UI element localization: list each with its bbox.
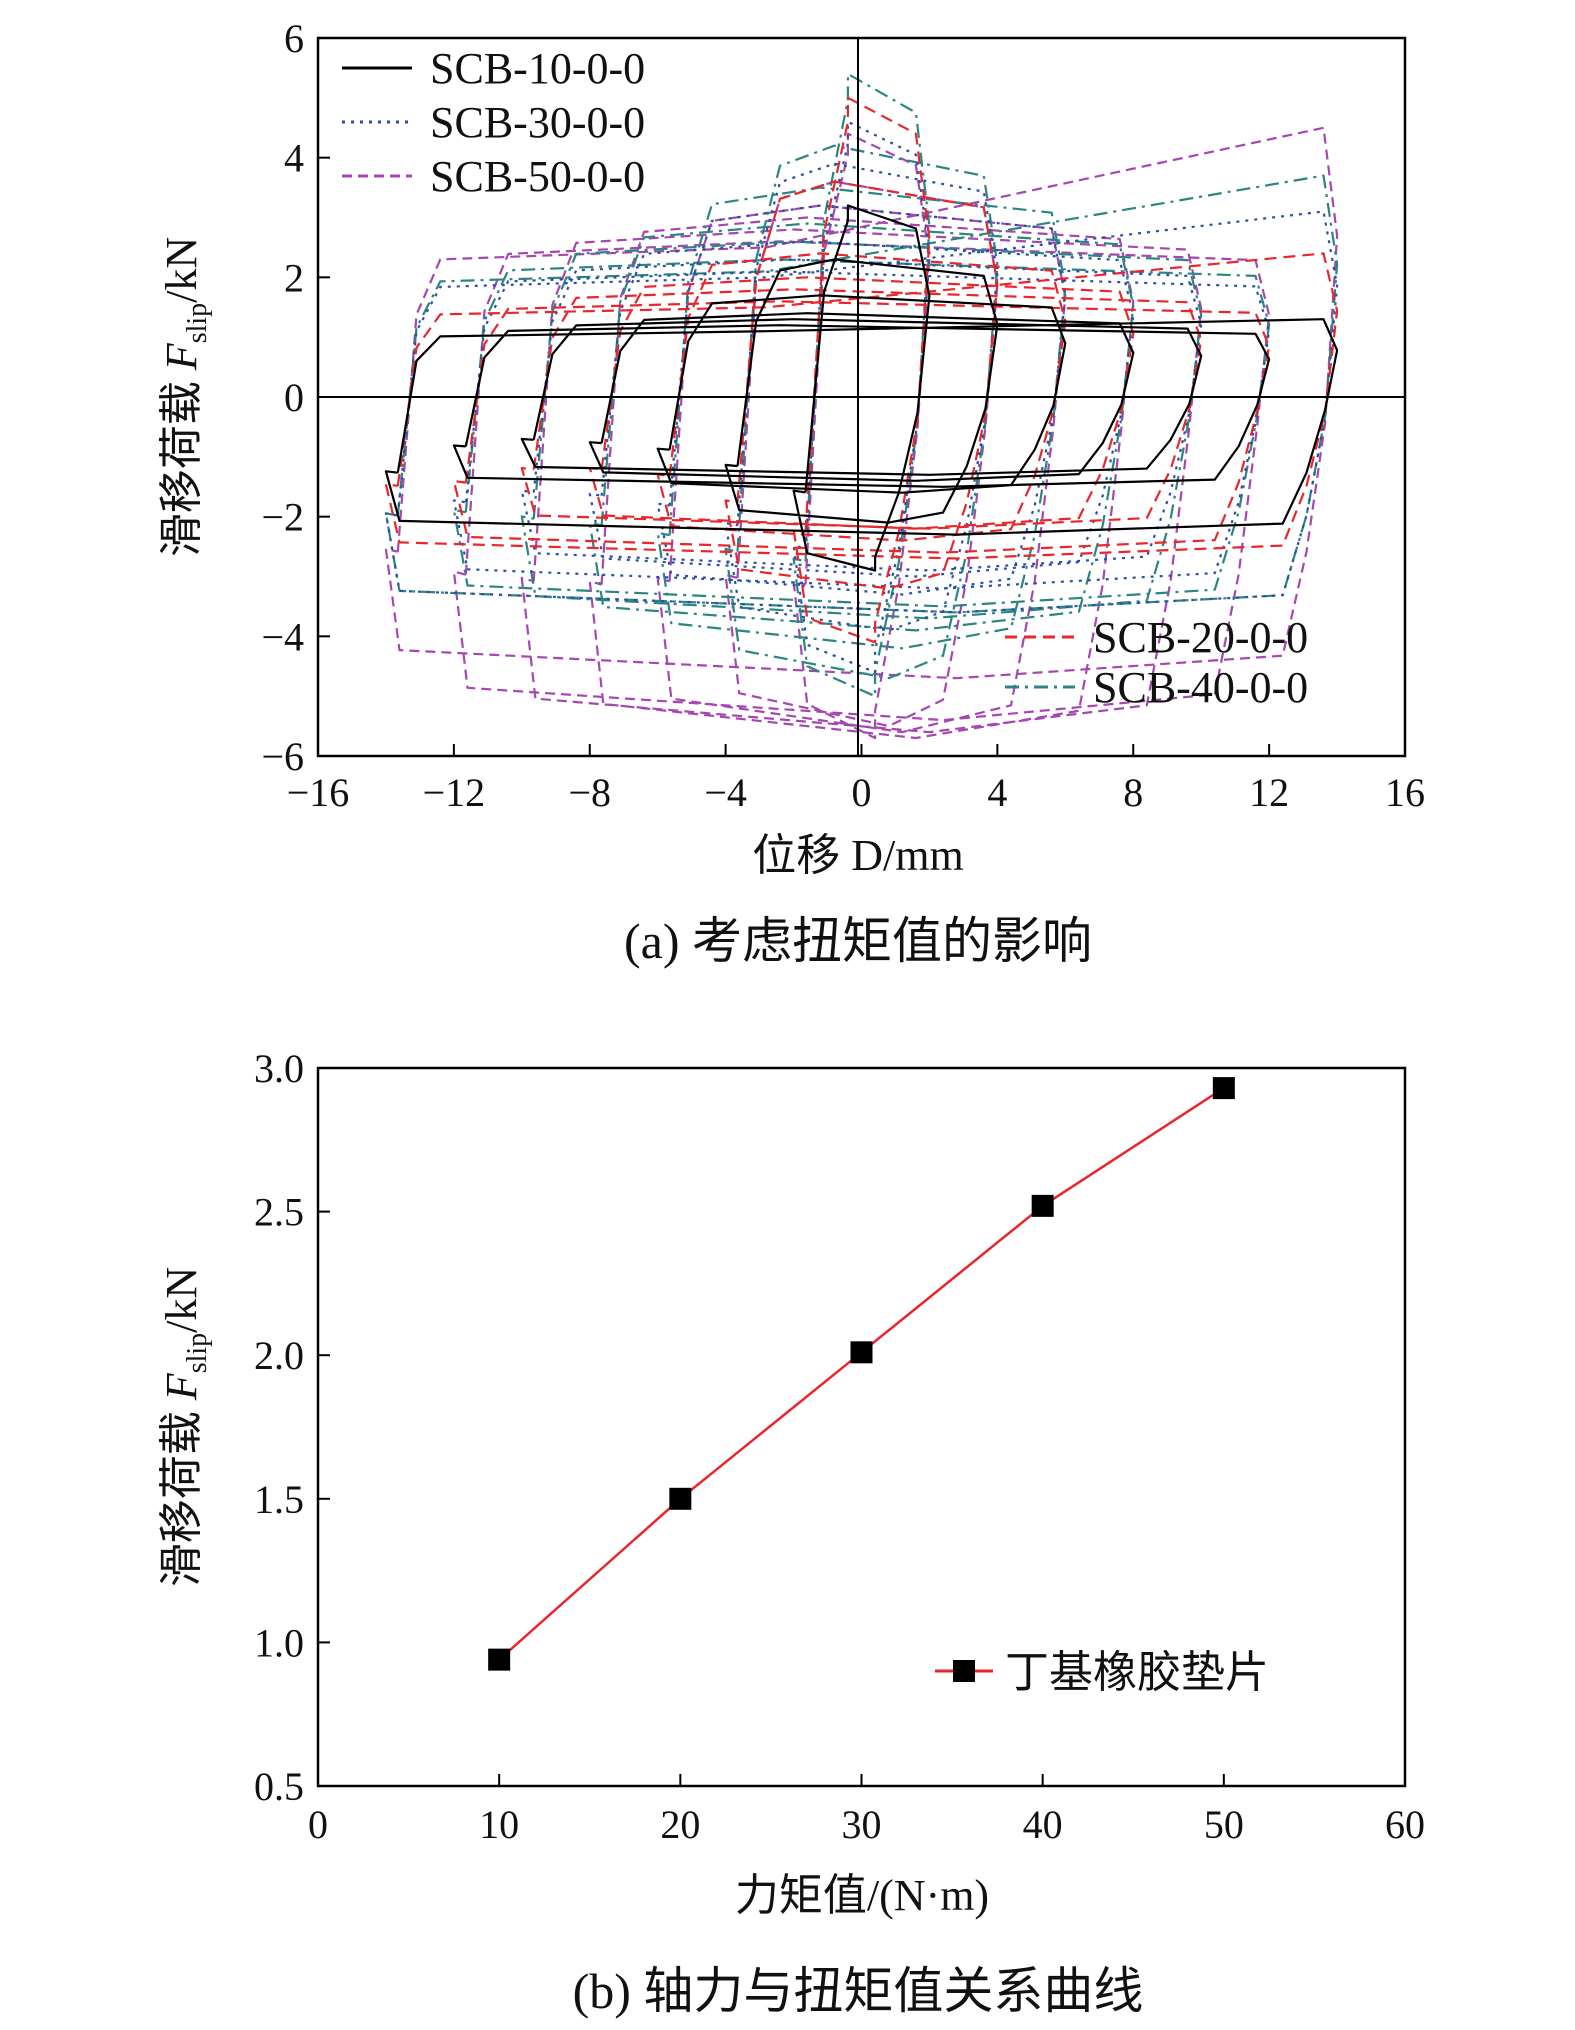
x-axis-ticks-b: 0 10 20 30 40 50 60 [308,1774,1425,1847]
x-tick-label-b: 50 [1204,1802,1244,1847]
legend-label-b: 丁基橡胶垫片 [1005,1648,1269,1697]
y-tick-label-b: 0.5 [254,1764,304,1809]
x-tick-label-a: 12 [1249,770,1289,815]
x-tick-label-a: 16 [1385,770,1425,815]
legend-label-scb-50: SCB-50-0-0 [430,152,645,201]
x-tick-label-b: 10 [479,1802,519,1847]
x-axis-label-b: 力矩值/(N·m) [735,1871,989,1920]
hysteresis-curves [384,72,1339,740]
x-axis-label-a: 位移 D/mm [752,831,963,880]
y-axis-label-a: 滑移荷载 Fslip/kN [157,237,213,557]
y-axis-label-b: 滑移荷载 Fslip/kN [157,1267,213,1587]
x-axis-ticks-a: −16 −12 −8 −4 0 4 8 12 16 [287,744,1425,815]
y-axis-ticks-a: −6 −4 −2 0 2 4 6 [261,16,330,779]
legend-label-scb-40: SCB-40-0-0 [1093,663,1308,712]
x-tick-label-a: −16 [287,770,350,815]
data-point-marker [1031,1194,1054,1217]
x-tick-label-b: 20 [660,1802,700,1847]
legend-label-scb-20: SCB-20-0-0 [1093,613,1308,662]
legend-top-left: SCB-10-0-0 SCB-30-0-0 SCB-50-0-0 [342,44,645,201]
legend-label-scb-30: SCB-30-0-0 [430,98,645,147]
x-tick-label-a: 8 [1123,770,1143,815]
y-tick-label-a: 0 [284,375,304,420]
x-tick-label-a: 0 [852,770,872,815]
x-tick-label-b: 30 [842,1802,882,1847]
panel-a: −16 −12 −8 −4 0 4 8 12 16 −6 −4 −2 0 2 4 6 位移 D/mm 滑移荷… [157,16,1425,969]
caption-b: (b) 轴力与扭矩值关系曲线 [573,1963,1144,2019]
y-tick-label-a: 4 [284,136,304,181]
y-tick-label-b: 1.0 [254,1620,304,1665]
series-scb-10-0-0 [384,204,1339,572]
y-tick-label-a: 6 [284,16,304,61]
data-point-marker [669,1487,692,1510]
caption-a: (a) 考虑扭矩值的影响 [624,913,1092,969]
y-axis-ticks-b: 0.5 1.0 1.5 2.0 2.5 3.0 [254,1046,330,1809]
y-tick-label-a: −2 [261,495,304,540]
x-tick-label-a: −12 [423,770,486,815]
legend-b: 丁基橡胶垫片 [935,1648,1269,1697]
series-scb-50-0-0 [384,126,1339,740]
data-point-marker [488,1648,511,1671]
y-tick-label-b: 3.0 [254,1046,304,1091]
data-point-marker [1212,1077,1235,1100]
legend-swatch-marker-b [953,1660,975,1682]
data-point-marker [850,1341,873,1364]
series-scb-20-0-0 [384,96,1339,644]
x-tick-label-a: −4 [704,770,747,815]
legend-bottom-right: SCB-20-0-0 SCB-40-0-0 [1005,613,1308,712]
panel-b: 0 10 20 30 40 50 60 0.5 1.0 1.5 2.0 2.5 3.0 力矩值/(N·… [157,1046,1425,2019]
y-tick-label-b: 2.0 [254,1333,304,1378]
legend-label-scb-10: SCB-10-0-0 [430,44,645,93]
series-line [498,1087,1225,1661]
series-markers-b [488,1077,1235,1671]
x-tick-label-b: 0 [308,1802,328,1847]
y-tick-label-b: 1.5 [254,1477,304,1522]
y-tick-label-a: 2 [284,255,304,300]
x-tick-label-b: 40 [1023,1802,1063,1847]
x-tick-label-a: −8 [568,770,611,815]
series-line-b [498,1087,1225,1661]
x-tick-label-a: 4 [987,770,1007,815]
y-tick-label-b: 2.5 [254,1190,304,1235]
y-tick-label-a: −6 [261,734,304,779]
x-tick-label-b: 60 [1385,1802,1425,1847]
y-tick-label-a: −4 [261,614,304,659]
